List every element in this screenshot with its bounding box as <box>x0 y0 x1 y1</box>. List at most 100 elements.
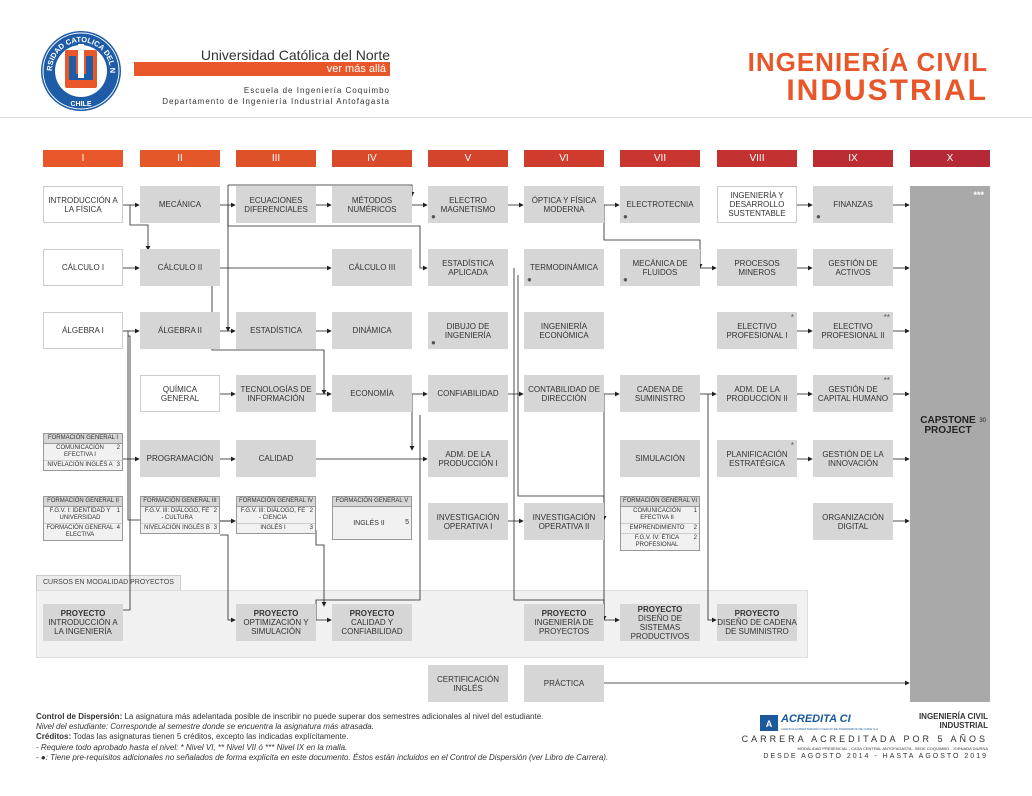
course-dibujo-ingenieria[interactable]: DIBUJO DE INGENIERÍA ● <box>428 312 508 349</box>
course-label: INGENIERÍA ECONÓMICA <box>539 321 589 340</box>
course-dinamica[interactable]: DINÁMICA <box>332 312 412 349</box>
course-investigacion-operativa-ii[interactable]: INVESTIGACIÓN OPERATIVA II <box>524 503 604 540</box>
course-label: INVESTIGACIÓN OPERATIVA II <box>532 512 596 531</box>
course-ingenieria-desarrollo-sustentable[interactable]: INGENIERÍA Y DESARROLLO SUSTENTABLE <box>717 186 797 223</box>
group-row-label: F.G.V. III: DIÁLOGO, FE - CIENCIA <box>240 508 306 521</box>
course-label: ÁLGEBRA II <box>157 326 203 335</box>
project-calidad-confiabilidad[interactable]: PROYECTO CALIDAD Y CONFIABILIDAD <box>332 604 412 641</box>
project-title: PROYECTO <box>637 604 683 614</box>
project-ingenieria-proyectos[interactable]: PROYECTO INGENIERÍA DE PROYECTOS <box>524 604 604 641</box>
university-logo: UNIVERSIDAD CATOLICA DEL NORTE CHILE <box>40 30 121 111</box>
footer-nivel-text: Nivel del estudiante: Corresponde al sem… <box>36 722 374 731</box>
group-row-credits: 5 <box>405 519 409 526</box>
semester-header-iii: III <box>236 150 316 167</box>
group-row: INGLÉS II 5 <box>333 507 411 541</box>
project-diseno-cadena-suministro[interactable]: PROYECTO DISEÑO DE CADENA DE SUMINISTRO <box>717 604 797 641</box>
school-name: Escuela de Ingeniería Coquimbo <box>243 86 390 95</box>
group-formacion-general-iv[interactable]: FORMACIÓN GENERAL IV F.G.V. III: DIÁLOGO… <box>236 496 316 534</box>
course-label: GESTIÓN DE ACTIVOS <box>828 258 878 277</box>
project-label: CALIDAD Y CONFIABILIDAD <box>341 618 403 636</box>
course-confiabilidad[interactable]: CONFIABILIDAD <box>428 375 508 412</box>
course-quimica-general[interactable]: QUÍMICA GENERAL <box>140 375 220 412</box>
course-calculo-ii[interactable]: CÁLCULO II <box>140 249 220 286</box>
course-certificacion-ingles[interactable]: CERTIFICACIÓN INGLÉS <box>428 665 508 702</box>
course-label: ECUACIONES DIFERENCIALES <box>244 195 308 214</box>
course-contabilidad-direccion[interactable]: CONTABILIDAD DE DIRECCIÓN <box>524 375 604 412</box>
course-electromagnetismo[interactable]: ELECTRO MAGNETISMO ● <box>428 186 508 223</box>
course-gestion-activos[interactable]: GESTIÓN DE ACTIVOS <box>813 249 893 286</box>
course-capstone-project[interactable]: *** CAPSTONE PROJECT 30 <box>910 186 990 702</box>
course-economia[interactable]: ECONOMÍA <box>332 375 412 412</box>
course-ingenieria-economica[interactable]: INGENIERÍA ECONÓMICA <box>524 312 604 349</box>
course-calidad[interactable]: CALIDAD <box>236 440 316 477</box>
course-investigacion-operativa-i[interactable]: INVESTIGACIÓN OPERATIVA I <box>428 503 508 540</box>
career-title-line2: INDUSTRIAL <box>786 74 988 107</box>
course-electrotecnia[interactable]: ELECTROTECNIA ● <box>620 186 700 223</box>
course-electivo-profesional-i[interactable]: ELECTIVO PROFESIONAL I * <box>717 312 797 349</box>
group-row-credits: 1 <box>116 508 120 514</box>
footer-control-text: La asignatura más adelantada posible de … <box>122 712 544 721</box>
course-label: TECNOLOGÍAS DE INFORMACIÓN <box>240 384 312 403</box>
course-adm-produccion-i[interactable]: ADM. DE LA PRODUCCIÓN I <box>428 440 508 477</box>
course-introduccion-fisica[interactable]: INTRODUCCIÓN A LA FÍSICA <box>43 186 123 223</box>
group-row-credits: 2 <box>693 525 697 531</box>
group-row-credits: 2 <box>309 508 313 514</box>
group-formacion-general-i[interactable]: FORMACIÓN GENERAL I COMUNICACIÓN EFECTIV… <box>43 433 123 471</box>
course-procesos-mineros[interactable]: PROCESOS MINEROS <box>717 249 797 286</box>
footer-prerrequisitos: - ●: Tiene pre-requisitos adicionales no… <box>36 753 608 762</box>
course-simulacion[interactable]: SIMULACIÓN <box>620 440 700 477</box>
course-label: ÁLGEBRA I <box>62 326 104 335</box>
course-mecanica[interactable]: MECÁNICA <box>140 186 220 223</box>
course-calculo-i[interactable]: CÁLCULO I <box>43 249 123 286</box>
course-algebra-i[interactable]: ÁLGEBRA I <box>43 312 123 349</box>
group-row: INGLÉS I 3 <box>237 524 315 533</box>
project-diseno-sistemas-productivos[interactable]: PROYECTO DISEÑO DE SISTEMAS PRODUCTIVOS <box>620 604 700 641</box>
course-organizacion-digital[interactable]: ORGANIZACIÓN DIGITAL <box>813 503 893 540</box>
group-header: FORMACIÓN GENERAL II <box>44 497 122 507</box>
project-introduccion-ingenieria[interactable]: PROYECTO INTRODUCCIÓN A LA INGENIERÍA <box>43 604 123 641</box>
semester-header-iv: IV <box>332 150 412 167</box>
footer-accreditation: CARRERA ACREDITADA POR 5 AÑOS <box>741 734 988 744</box>
course-label: MECÁNICA <box>158 200 202 209</box>
project-label: DISEÑO DE CADENA DE SUMINISTRO <box>717 618 797 636</box>
group-formacion-general-iii[interactable]: FORMACIÓN GENERAL III F.G.V. III: DIÁLOG… <box>140 496 220 534</box>
course-optica-fisica-moderna[interactable]: ÓPTICA Y FÍSICA MODERNA <box>524 186 604 223</box>
group-formacion-general-ii[interactable]: FORMACIÓN GENERAL II F.G.V. I: IDENTIDAD… <box>43 496 123 541</box>
group-formacion-general-v[interactable]: FORMACIÓN GENERAL V INGLÉS II 5 <box>332 496 412 540</box>
course-electivo-profesional-ii[interactable]: ELECTIVO PROFESIONAL II ** <box>813 312 893 349</box>
course-gestion-capital-humano[interactable]: GESTIÓN DE CAPITAL HUMANO ** <box>813 375 893 412</box>
course-finanzas[interactable]: FINANZAS ● <box>813 186 893 223</box>
semester-header-vi: VI <box>524 150 604 167</box>
group-row-label: EMPRENDIMIENTO <box>629 525 685 531</box>
university-name: Universidad Católica del Norte <box>200 47 390 63</box>
footer-control: Control de Dispersión: La asignatura más… <box>36 712 543 721</box>
course-label: FINANZAS <box>833 200 873 209</box>
course-gestion-innovacion[interactable]: GESTIÓN DE LA INNOVACIÓN <box>813 440 893 477</box>
course-cadena-suministro[interactable]: CADENA DE SUMINISTRO <box>620 375 700 412</box>
footer-requisitos-text: - Requiere todo aprobado hasta el nivel:… <box>36 743 348 752</box>
course-estadistica[interactable]: ESTADÍSTICA <box>236 312 316 349</box>
project-label: INGENIERÍA DE PROYECTOS <box>534 618 594 636</box>
course-estadistica-aplicada[interactable]: ESTADÍSTICA APLICADA <box>428 249 508 286</box>
course-practica[interactable]: PRÁCTICA <box>524 665 604 702</box>
requirement-star-icon: ** <box>883 313 890 322</box>
course-algebra-ii[interactable]: ÁLGEBRA II <box>140 312 220 349</box>
course-calculo-iii[interactable]: CÁLCULO III <box>332 249 412 286</box>
course-label: GESTIÓN DE CAPITAL HUMANO <box>817 384 889 403</box>
course-label: ORGANIZACIÓN DIGITAL <box>822 512 884 531</box>
project-optimizacion-simulacion[interactable]: PROYECTO OPTIMIZACIÓN Y SIMULACIÓN <box>236 604 316 641</box>
course-label: CADENA DE SUMINISTRO <box>634 384 686 403</box>
requirement-star-icon: ** <box>883 376 890 385</box>
course-programacion[interactable]: PROGRAMACIÓN <box>140 440 220 477</box>
course-tecnologias-informacion[interactable]: TECNOLOGÍAS DE INFORMACIÓN <box>236 375 316 412</box>
project-label: OPTIMIZACIÓN Y SIMULACIÓN <box>243 618 309 636</box>
course-metodos-numericos[interactable]: MÉTODOS NUMÉRICOS <box>332 186 412 223</box>
group-row: COMUNICACIÓN EFECTIVA I 2 <box>44 444 122 461</box>
course-planificacion-estrategica[interactable]: PLANIFICACIÓN ESTRATÉGICA * <box>717 440 797 477</box>
course-ecuaciones-diferenciales[interactable]: ECUACIONES DIFERENCIALES <box>236 186 316 223</box>
group-formacion-general-vi[interactable]: FORMACIÓN GENERAL VI COMUNICACIÓN EFECTI… <box>620 496 700 551</box>
course-termodinamica[interactable]: TERMODINÁMICA ● <box>524 249 604 286</box>
course-mecanica-fluidos[interactable]: MECÁNICA DE FLUIDOS ● <box>620 249 700 286</box>
course-adm-produccion-ii[interactable]: ADM. DE LA PRODUCCIÓN II <box>717 375 797 412</box>
